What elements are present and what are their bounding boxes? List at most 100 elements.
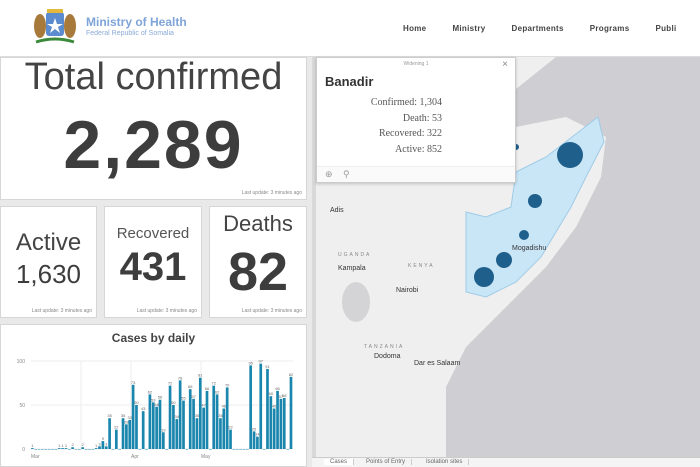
map-label-mogadishu: Mogadishu [512,245,547,252]
close-icon[interactable]: × [502,59,508,70]
bar [131,384,135,449]
map-label-tanzania: TANZANIA [364,344,405,350]
bar [205,390,209,449]
svg-text:47: 47 [201,403,206,408]
tab-isolation-sites[interactable]: Isolation sites [420,459,470,465]
svg-text:46: 46 [272,404,277,409]
map-label-uganda: UGANDA [338,252,372,258]
region-popup: Widening 1 × Banadir Confirmed: 1,304 De… [316,57,516,183]
coat-of-arms-logo[interactable] [30,6,80,48]
nav-home[interactable]: Home [403,24,427,33]
svg-text:78: 78 [178,375,183,380]
bar [276,390,279,449]
svg-text:66: 66 [205,386,210,391]
bar [175,419,179,449]
bar [108,418,111,449]
bar [279,398,283,449]
bar [104,446,108,449]
bar [155,406,158,449]
bar [98,446,101,449]
last-update: Last update: 3 minutes ago [31,308,92,314]
svg-text:81: 81 [198,373,203,378]
recovered-card: Recovered 431 Last update: 3 minutes ago [104,206,202,318]
map-label-addis: Adis [330,207,344,214]
svg-text:68: 68 [188,384,193,389]
nav-publications[interactable]: Publi [655,24,677,33]
case-bubble [496,252,512,268]
svg-text:58: 58 [282,393,287,398]
svg-text:57: 57 [191,394,196,399]
total-confirmed-card: Total confirmed 2,289 Last update: 3 min… [0,56,307,200]
bar [269,396,273,449]
svg-text:95: 95 [248,360,253,365]
svg-text:72: 72 [168,381,173,386]
bar [61,448,64,449]
bar [128,419,132,449]
case-bubble [528,194,542,208]
svg-text:35: 35 [107,413,112,418]
bar [81,447,85,449]
svg-text:22: 22 [114,425,119,430]
bar [47,449,51,450]
svg-text:May: May [201,454,211,460]
ministry-subtitle: Federal Republic of Somalia [86,30,174,37]
bar [182,400,185,449]
search-icon[interactable]: ⚲ [343,169,350,179]
zoom-to-icon[interactable]: ⊕ [325,169,333,179]
bar [57,448,61,449]
bar [111,449,115,450]
bar [272,408,276,449]
svg-text:14: 14 [255,432,260,437]
svg-text:2: 2 [72,442,75,447]
popup-confirmed: Confirmed: 1,304 [370,97,442,108]
svg-text:43: 43 [141,406,146,411]
map-tabs: Cases Points of Entry Isolation sites [312,457,700,467]
popup-active: Active: 852 [395,143,442,155]
bar [162,432,165,449]
svg-text:1: 1 [61,443,64,448]
svg-text:35: 35 [121,413,126,418]
total-confirmed-value: 2,289 [63,107,244,183]
deaths-value: 82 [227,242,289,302]
nav-departments[interactable]: Departments [511,24,564,33]
map-canvas [342,57,700,467]
nav-ministry[interactable]: Ministry [452,24,486,33]
svg-text:100: 100 [17,359,26,365]
bar [141,411,145,449]
popup-stats: Confirmed: 1,304 Death: 53 Recovered: 32… [317,95,442,157]
nav-programs[interactable]: Programs [589,24,630,33]
main-nav: Home Ministry Departments Programs Publi [403,24,700,33]
svg-text:48: 48 [154,402,159,407]
bar [54,449,58,450]
bar [125,424,128,449]
map-label-kenya: KENYA [408,263,435,269]
svg-text:91: 91 [265,364,270,369]
svg-text:35: 35 [218,413,223,418]
bar [138,449,142,450]
svg-text:66: 66 [275,386,280,391]
svg-text:34: 34 [175,414,180,419]
svg-text:50: 50 [171,400,176,405]
bar [135,405,138,449]
popup-header: Widening 1 [403,61,429,67]
svg-text:19: 19 [161,427,166,432]
tab-points-of-entry[interactable]: Points of Entry [360,459,413,465]
active-value: 1,630 [15,259,82,289]
svg-text:46: 46 [222,404,227,409]
bar [101,441,105,449]
popup-recovered: Recovered: 322 [378,128,442,139]
bar [225,387,229,449]
tab-cases[interactable]: Cases [324,459,355,465]
bar [222,408,226,449]
case-bubble [474,267,494,287]
bar [219,418,222,449]
svg-text:20: 20 [252,426,257,431]
bar [239,449,242,450]
svg-text:62: 62 [215,389,220,394]
svg-text:56: 56 [158,395,163,400]
bar [148,394,152,449]
deaths-card: Deaths 82 Last update: 3 minutes ago [209,206,307,318]
popup-deaths: Death: 53 [402,112,442,124]
bar [172,405,175,449]
svg-text:70: 70 [225,382,230,387]
